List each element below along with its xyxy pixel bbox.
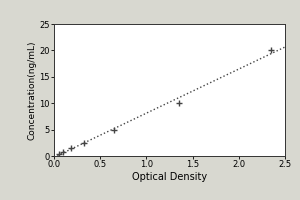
Y-axis label: Concentration(ng/mL): Concentration(ng/mL)	[28, 40, 37, 140]
X-axis label: Optical Density: Optical Density	[132, 172, 207, 182]
